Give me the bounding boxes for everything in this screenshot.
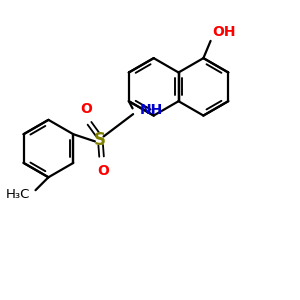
Text: S: S [94, 131, 106, 149]
Text: H₃C: H₃C [6, 188, 30, 201]
Text: OH: OH [212, 26, 236, 40]
Text: NH: NH [140, 103, 163, 117]
Text: O: O [97, 164, 109, 178]
Text: O: O [80, 102, 92, 116]
